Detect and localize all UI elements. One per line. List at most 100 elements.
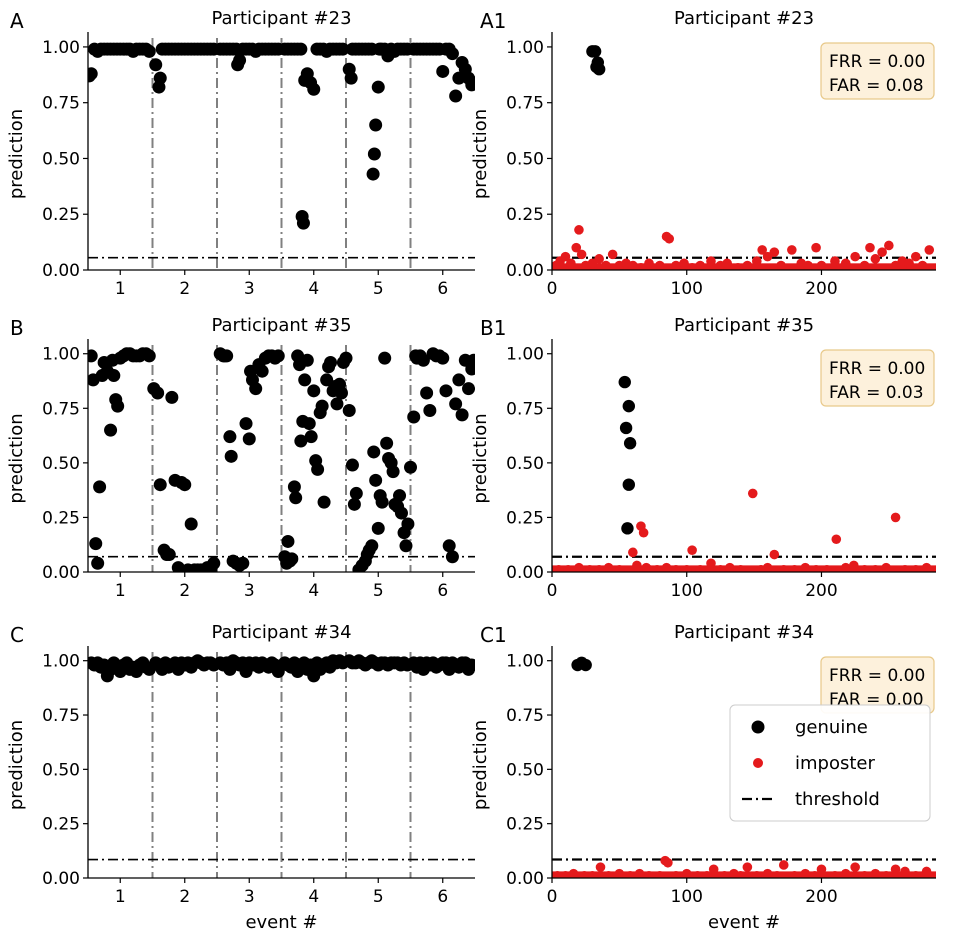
genuine-point bbox=[420, 386, 434, 400]
imposter-point bbox=[917, 260, 928, 270]
imposter-point bbox=[865, 242, 875, 253]
genuine-point bbox=[294, 434, 308, 448]
imposter-point bbox=[822, 565, 832, 572]
x-tick-label: 5 bbox=[373, 581, 384, 601]
imposter-point bbox=[603, 871, 614, 878]
y-tick-label: 0.50 bbox=[506, 454, 544, 474]
x-tick-label: 100 bbox=[671, 581, 703, 601]
x-tick-label: 6 bbox=[437, 581, 448, 601]
panel-label: C bbox=[10, 623, 24, 647]
imposter-point bbox=[884, 240, 894, 251]
x-tick-label: 5 bbox=[373, 279, 384, 299]
genuine-point bbox=[342, 403, 356, 417]
genuine-point bbox=[623, 437, 637, 450]
genuine-point bbox=[407, 410, 421, 424]
genuine-point bbox=[367, 445, 381, 459]
y-tick-label: 1.00 bbox=[506, 652, 544, 672]
imposter-point bbox=[789, 871, 800, 878]
imposter-point bbox=[706, 558, 716, 569]
panel-c: C Participant #34 0.00 0.25 0.50 0.75 1.00 1 2 3 4… bbox=[6, 622, 475, 933]
y-tick-label: 0.75 bbox=[42, 94, 80, 114]
legend-marker bbox=[753, 758, 763, 768]
frr-text: FRR = 0.00 bbox=[829, 666, 925, 686]
genuine-point bbox=[296, 216, 310, 230]
genuine-point bbox=[317, 495, 331, 509]
imposter-point bbox=[735, 871, 746, 878]
imposter-point bbox=[560, 251, 571, 262]
y-tick-label: 1.00 bbox=[506, 38, 544, 58]
imposter-point bbox=[742, 862, 753, 872]
genuine-point bbox=[369, 118, 383, 132]
x-tick-label: 200 bbox=[805, 279, 837, 299]
genuine-point bbox=[107, 369, 121, 383]
genuine-point bbox=[347, 497, 361, 511]
x-axis-label: event # bbox=[245, 912, 317, 933]
genuine-point bbox=[442, 539, 456, 553]
imposter-point bbox=[921, 562, 932, 572]
imposter-point bbox=[719, 871, 730, 878]
imposter-point bbox=[850, 251, 860, 262]
y-tick-label: 0.50 bbox=[42, 760, 80, 780]
imposter-point bbox=[924, 245, 935, 255]
genuine-point bbox=[249, 382, 263, 396]
genuine-point bbox=[467, 353, 475, 367]
genuine-point bbox=[445, 47, 459, 61]
imposter-point bbox=[681, 565, 692, 572]
plot-area bbox=[88, 38, 475, 270]
panel-c1: C1 Participant #34 0.00 0.25 0.50 0.75 1.00 0 10… bbox=[470, 622, 936, 933]
imposter-point bbox=[778, 565, 789, 572]
genuine-point bbox=[294, 42, 308, 56]
imposter-point bbox=[553, 565, 564, 572]
imposter-point bbox=[840, 868, 851, 878]
genuine-point bbox=[579, 658, 592, 672]
imposter-point bbox=[762, 251, 773, 262]
genuine-point bbox=[386, 465, 400, 479]
imposter-point bbox=[910, 251, 921, 262]
imposter-point bbox=[900, 565, 910, 572]
imposter-point bbox=[752, 256, 762, 266]
genuine-point bbox=[88, 349, 98, 363]
imposter-point bbox=[778, 860, 789, 870]
imposter-point bbox=[831, 534, 842, 545]
y-axis-label: prediction bbox=[6, 720, 27, 810]
genuine-point bbox=[339, 351, 353, 365]
imposter-point bbox=[769, 247, 780, 257]
imposter-point bbox=[654, 871, 665, 878]
genuine-point bbox=[622, 478, 635, 491]
genuine-point bbox=[153, 478, 167, 492]
panel-title: Participant #35 bbox=[674, 315, 814, 336]
imposter-point bbox=[870, 254, 881, 264]
imposter-point bbox=[762, 868, 773, 878]
panel-b1: B1 Participant #35 0.00 0.25 0.50 0.75 1.00 0 10… bbox=[470, 315, 936, 601]
imposter-point bbox=[587, 258, 598, 269]
imposter-point bbox=[628, 260, 638, 270]
y-axis-label: prediction bbox=[6, 109, 27, 199]
frr-far-box: FRR = 0.00 FAR = 0.08 bbox=[820, 42, 935, 100]
y-tick-label: 0.00 bbox=[506, 869, 544, 889]
y-tick-label: 0.50 bbox=[506, 149, 544, 169]
imposter-point bbox=[735, 565, 746, 572]
imposter-point bbox=[769, 549, 780, 560]
imposter-point bbox=[809, 871, 820, 878]
y-tick-label: 0.25 bbox=[506, 205, 544, 225]
y-tick-label: 0.25 bbox=[506, 508, 544, 528]
imposter-point bbox=[568, 868, 579, 878]
genuine-point bbox=[404, 460, 417, 474]
genuine-point bbox=[467, 76, 475, 90]
genuine-point bbox=[394, 506, 408, 520]
genuine-point bbox=[281, 534, 295, 548]
x-tick-label: 4 bbox=[308, 279, 319, 299]
imposter-point bbox=[870, 565, 881, 572]
imposter-point bbox=[877, 247, 887, 257]
y-tick-label: 1.00 bbox=[42, 652, 80, 672]
genuine-point bbox=[416, 353, 430, 367]
legend-label: imposter bbox=[795, 753, 875, 774]
x-tick-label: 1 bbox=[115, 581, 126, 601]
genuine-point bbox=[271, 349, 285, 363]
genuine-point bbox=[375, 495, 389, 509]
genuine-point bbox=[452, 71, 466, 85]
imposter-point bbox=[816, 260, 827, 270]
genuine-point bbox=[622, 399, 635, 413]
y-tick-label: 0.00 bbox=[506, 261, 544, 281]
x-tick-label: 200 bbox=[805, 887, 837, 907]
